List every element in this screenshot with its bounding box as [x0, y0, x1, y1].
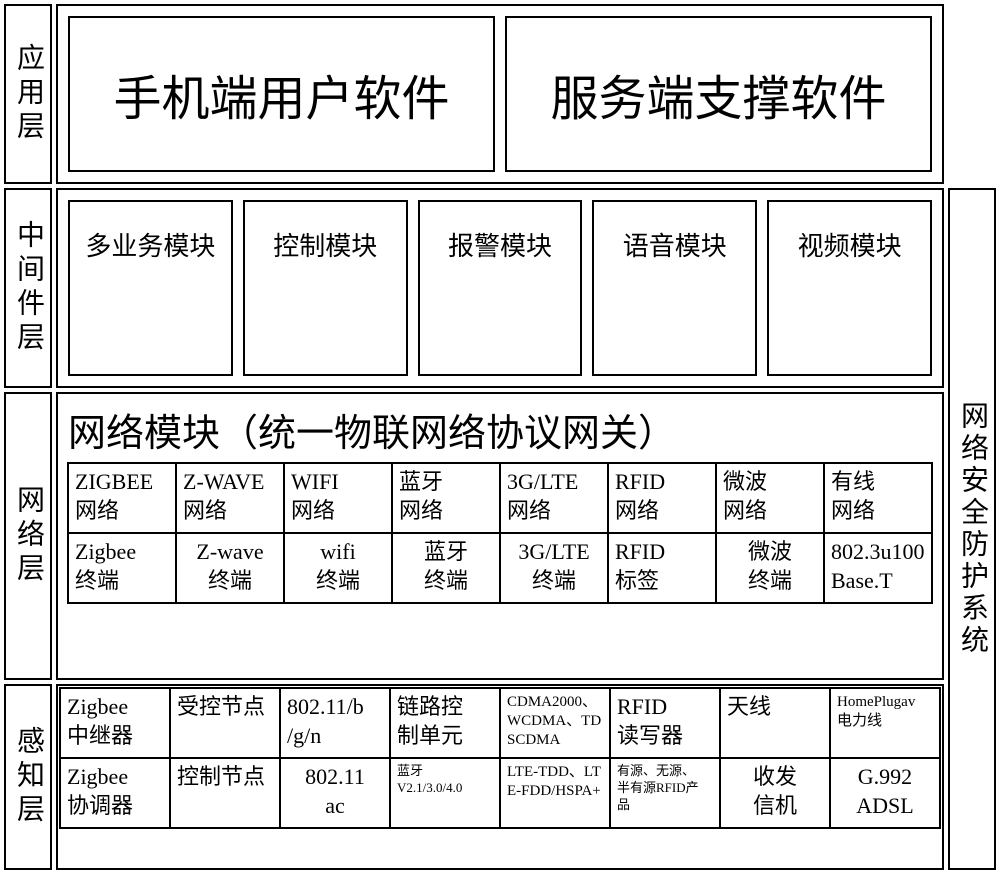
- sense-zigbee-coord: Zigbee协调器: [59, 757, 171, 829]
- net-cell-wired-8023: 802.3u100Base.T: [823, 532, 933, 604]
- sense-antenna: 天线: [719, 687, 831, 759]
- perception-layer-label: 感知层: [4, 684, 52, 870]
- net-cell-zigbee-term: Zigbee终端: [67, 532, 177, 604]
- sense-80211ac: 802.11ac: [279, 757, 391, 829]
- net-cell-rfid: RFID网络: [607, 462, 717, 534]
- app-layer-label: 应用层: [4, 4, 52, 184]
- network-layer-area: 网络模块（统一物联网络协议网关） ZIGBEE网络 Z-WAVE网络 WIFI网…: [56, 392, 944, 680]
- net-cell-wifi: WIFI网络: [283, 462, 393, 534]
- net-cell-zigbee: ZIGBEE网络: [67, 462, 177, 534]
- sense-link-control: 链路控制单元: [389, 687, 501, 759]
- sense-control-node: 控制节点: [169, 757, 281, 829]
- net-cell-wired: 有线网络: [823, 462, 933, 534]
- net-cell-3glte-term: 3G/LTE终端: [499, 532, 609, 604]
- middleware-layer-label: 中间件层: [4, 188, 52, 388]
- mid-box-multiservice: 多业务模块: [68, 200, 233, 376]
- sense-lte-fdd: LTE-TDD、LTE-FDD/HSPA+: [499, 757, 611, 829]
- sense-cdma: CDMA2000、WCDMA、TDSCDMA: [499, 687, 611, 759]
- sense-homeplug: HomePlugav电力线: [829, 687, 941, 759]
- spacer: [948, 4, 996, 184]
- perception-grid: Zigbee中继器 受控节点 802.11/b/g/n 链路控制单元 CDMA2…: [60, 688, 940, 866]
- net-cell-microwave: 微波网络: [715, 462, 825, 534]
- net-cell-bluetooth-term: 蓝牙终端: [391, 532, 501, 604]
- net-cell-wifi-term: wifi终端: [283, 532, 393, 604]
- app-layer-row: 手机端用户软件 服务端支撑软件: [56, 4, 944, 184]
- mid-box-video: 视频模块: [767, 200, 932, 376]
- sense-controlled-node: 受控节点: [169, 687, 281, 759]
- net-cell-3glte: 3G/LTE网络: [499, 462, 609, 534]
- network-grid: ZIGBEE网络 Z-WAVE网络 WIFI网络 蓝牙网络 3G/LTE网络 R…: [68, 463, 932, 603]
- net-cell-bluetooth: 蓝牙网络: [391, 462, 501, 534]
- mid-box-alarm: 报警模块: [418, 200, 583, 376]
- sense-adsl: G.992ADSL: [829, 757, 941, 829]
- net-cell-zwave-term: Z-wave终端: [175, 532, 285, 604]
- architecture-diagram: 应用层 手机端用户软件 服务端支撑软件 中间件层 多业务模块 控制模块 报警模块…: [4, 4, 996, 862]
- security-system-label: 网络安全防护系统: [948, 188, 996, 870]
- app-box-server: 服务端支撑软件: [505, 16, 932, 172]
- sense-rfid-reader: RFID读写器: [609, 687, 721, 759]
- mid-box-voice: 语音模块: [592, 200, 757, 376]
- sense-zigbee-repeater: Zigbee中继器: [59, 687, 171, 759]
- network-layer-label: 网络层: [4, 392, 52, 680]
- net-cell-microwave-term: 微波终端: [715, 532, 825, 604]
- net-cell-rfid-tag: RFID标签: [607, 532, 717, 604]
- sense-80211bgn: 802.11/b/g/n: [279, 687, 391, 759]
- net-cell-zwave: Z-WAVE网络: [175, 462, 285, 534]
- network-module-title: 网络模块（统一物联网络协议网关）: [68, 400, 932, 463]
- middleware-layer-row: 多业务模块 控制模块 报警模块 语音模块 视频模块: [56, 188, 944, 388]
- mid-box-control: 控制模块: [243, 200, 408, 376]
- sense-rfid-types: 有源、无源、半有源RFID产品: [609, 757, 721, 829]
- app-box-mobile: 手机端用户软件: [68, 16, 495, 172]
- perception-layer-area: Zigbee中继器 受控节点 802.11/b/g/n 链路控制单元 CDMA2…: [56, 684, 944, 870]
- sense-bluetooth-ver: 蓝牙V2.1/3.0/4.0: [389, 757, 501, 829]
- sense-transceiver: 收发信机: [719, 757, 831, 829]
